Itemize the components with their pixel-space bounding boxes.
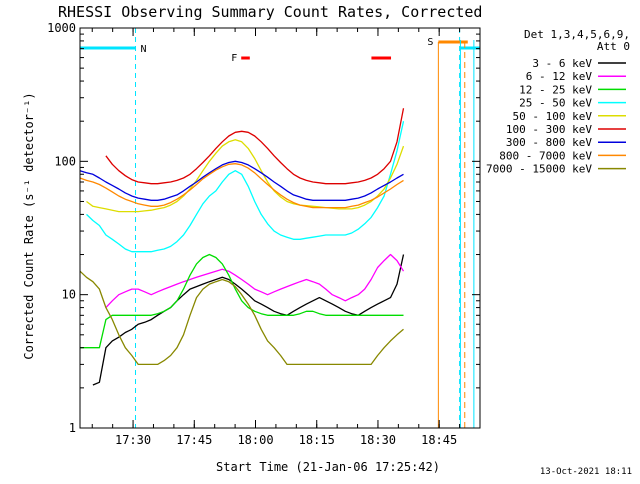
chart-marks-layer: N F S bbox=[80, 28, 480, 428]
legend-entry-label: 300 - 800 keV bbox=[506, 136, 592, 149]
series-line-8 bbox=[79, 163, 404, 209]
legend-header-line2: Att 0 bbox=[597, 40, 630, 53]
y-tick-label: 1000 bbox=[47, 21, 76, 35]
chart-title: RHESSI Observing Summary Count Rates, Co… bbox=[58, 3, 482, 21]
series-line-1 bbox=[92, 254, 405, 386]
series-line-6 bbox=[105, 108, 405, 185]
saa-label: S bbox=[427, 37, 433, 48]
y-tick-label: 1 bbox=[69, 421, 76, 435]
x-tick-label: 18:00 bbox=[237, 433, 273, 447]
x-tick-label: 17:30 bbox=[115, 433, 151, 447]
legend-entry-label: 25 - 50 keV bbox=[519, 97, 592, 110]
legend-header-line1: Det 1,3,4,5,6,9, bbox=[524, 28, 630, 41]
legend-entry-label: 800 - 7000 keV bbox=[499, 149, 592, 162]
series-line-2 bbox=[105, 253, 405, 309]
legend-entry-label: 6 - 12 keV bbox=[526, 70, 593, 83]
x-axis-label: Start Time (21-Jan-06 17:25:42) bbox=[216, 460, 440, 474]
plot-frame bbox=[79, 27, 481, 429]
series-line-5 bbox=[86, 139, 405, 213]
chart-series-layer bbox=[79, 108, 405, 386]
series-line-4 bbox=[86, 121, 405, 253]
series-line-9 bbox=[79, 270, 404, 366]
legend-entry-label: 7000 - 15000 keV bbox=[486, 163, 592, 176]
chart-axes-layer: 1 10 100 1000 17:30 17:45 18:00 18:15 18:30 18:45 bbox=[47, 21, 481, 447]
flare-label: F bbox=[231, 53, 237, 64]
legend-entry-label: 100 - 300 keV bbox=[506, 123, 592, 136]
x-tick-label: 18:15 bbox=[299, 433, 335, 447]
legend-entry-label: 50 - 100 keV bbox=[513, 110, 593, 123]
series-line-3 bbox=[80, 253, 404, 349]
x-tick-label: 18:30 bbox=[360, 433, 396, 447]
y-axis-label: Corrected Count Rate (s⁻¹ detector⁻¹) bbox=[22, 92, 36, 359]
legend-entry-label: 3 - 6 keV bbox=[532, 57, 592, 70]
x-tick-label: 17:45 bbox=[176, 433, 212, 447]
x-tick-label: 18:45 bbox=[421, 433, 457, 447]
series-line-7 bbox=[79, 160, 404, 201]
night-label: N bbox=[141, 44, 147, 55]
y-tick-label: 10 bbox=[62, 288, 76, 302]
legend-entry-label: 12 - 25 keV bbox=[519, 83, 592, 96]
footer-timestamp: 13-Oct-2021 18:11 bbox=[540, 467, 632, 477]
y-tick-label: 100 bbox=[54, 154, 76, 168]
